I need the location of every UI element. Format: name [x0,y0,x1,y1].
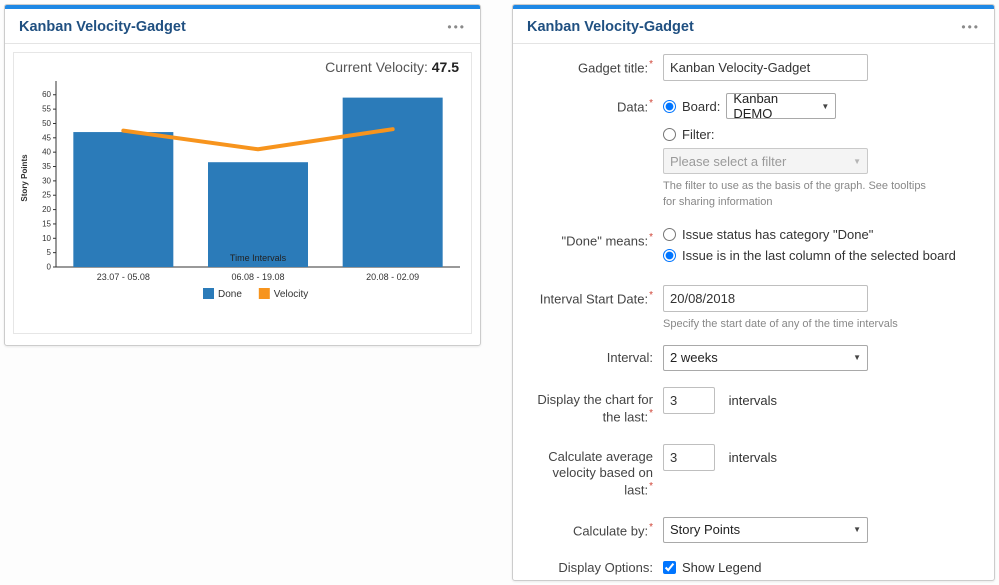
board-radio[interactable] [663,99,676,113]
gadget-menu-button[interactable]: ••• [447,20,466,34]
svg-text:60: 60 [42,90,51,99]
row-display-chart: Display the chart for the last:* interva… [523,386,980,426]
config-form: Gadget title:* Data:* Board: [513,44,994,580]
panel-accent-bar [5,5,480,9]
config-menu-button[interactable]: ••• [961,20,980,34]
display-options-label: Display Options: [558,559,653,575]
chevron-down-icon: ▼ [853,156,861,166]
row-calculate-by: Calculate by:* Story Points ▼ [523,516,980,543]
board-radio-option[interactable]: Board: [663,99,720,114]
display-chart-label: Display the chart for the last:* [537,391,653,425]
row-done-means: "Done" means:* Issue status has category… [523,227,980,269]
row-interval: Interval: 2 weeks ▼ [523,344,980,371]
svg-text:0: 0 [47,263,52,272]
display-chart-suffix: intervals [728,392,778,408]
done-last-column-label: Issue is in the last column of the selec… [682,247,956,263]
current-velocity: Current Velocity: 47.5 [18,57,463,75]
svg-text:Velocity: Velocity [274,289,308,300]
interval-start-input[interactable] [663,284,868,312]
svg-text:20.08 - 02.09: 20.08 - 02.09 [366,272,419,282]
current-velocity-value: 47.5 [431,59,459,75]
svg-text:35: 35 [42,162,51,171]
row-interval-start: Interval Start Date:* Specify the start … [523,284,980,333]
row-gadget-title: Gadget title:* [523,54,980,81]
svg-text:Story Points: Story Points [20,154,29,202]
row-calc-avg: Calculate average velocity based on last… [523,443,980,499]
show-legend-checkbox[interactable] [663,560,676,574]
calculate-by-select[interactable]: Story Points ▼ [663,516,868,543]
calc-avg-input[interactable] [663,443,715,471]
filter-radio[interactable] [663,128,676,141]
chevron-down-icon: ▼ [853,525,861,535]
board-select-value: Kanban DEMO [733,91,779,121]
velocity-gadget-config-panel: Kanban Velocity-Gadget ••• Gadget title:… [512,4,995,581]
calculate-by-select-value: Story Points [670,522,741,538]
interval-label: Interval: [606,349,653,365]
svg-text:10: 10 [42,234,51,243]
svg-text:Done: Done [218,289,242,300]
chevron-down-icon: ▼ [853,353,861,363]
calculate-by-label: Calculate by:* [572,521,653,539]
done-last-column-option[interactable]: Issue is in the last column of the selec… [663,248,980,263]
svg-text:25: 25 [42,191,51,200]
show-legend-option[interactable]: Show Legend [663,555,980,575]
interval-select-value: 2 weeks [670,350,718,366]
gadget-title-input[interactable] [663,54,868,81]
done-means-label: "Done" means:* [561,231,653,249]
filter-help-text: The filter to use as the basis of the gr… [663,180,926,208]
svg-text:40: 40 [42,148,51,157]
svg-text:23.07 - 05.08: 23.07 - 05.08 [97,272,150,282]
svg-text:30: 30 [42,176,51,185]
svg-text:06.08 - 19.08: 06.08 - 19.08 [231,272,284,282]
interval-start-help: Specify the start date of any of the tim… [663,317,898,330]
data-label: Data:* [617,98,653,115]
filter-radio-label: Filter: [682,127,715,142]
filter-select[interactable]: Please select a filter ▼ [663,148,868,174]
done-category-option[interactable]: Issue status has category "Done" [663,227,980,242]
board-select[interactable]: Kanban DEMO ▼ [726,91,837,121]
gadget-header: Kanban Velocity-Gadget ••• [5,9,480,44]
svg-text:5: 5 [47,248,52,257]
calc-avg-suffix: intervals [728,449,778,465]
gadget-title-label: Gadget title:* [577,59,653,76]
interval-select[interactable]: 2 weeks ▼ [663,344,868,371]
gadget-title: Kanban Velocity-Gadget [19,19,186,35]
current-velocity-label: Current Velocity: [325,59,428,75]
row-data-source: Data:* Board: Kanban DEMO ▼ [523,91,980,211]
done-category-label: Issue status has category "Done" [682,226,874,242]
board-radio-label: Board: [682,98,721,114]
done-category-radio[interactable] [663,227,676,241]
chart-container: Current Velocity: 47.5 0 5 10 15 20 25 30 35 40 4… [13,52,472,334]
velocity-chart: 0 5 10 15 20 25 30 35 40 45 50 55 60 Time Intervals 23… [20,81,460,300]
filter-radio-option[interactable]: Filter: [663,127,980,142]
chevron-down-icon: ▼ [821,101,830,111]
svg-text:55: 55 [42,105,51,114]
svg-text:20: 20 [42,205,51,214]
svg-text:45: 45 [42,133,51,142]
svg-text:50: 50 [42,119,51,128]
done-last-column-radio[interactable] [663,248,676,262]
velocity-gadget-panel: Kanban Velocity-Gadget ••• Current Veloc… [4,4,481,346]
config-title: Kanban Velocity-Gadget [527,19,694,35]
interval-start-label: Interval Start Date:* [539,289,653,307]
config-header: Kanban Velocity-Gadget ••• [513,9,994,44]
svg-text:15: 15 [42,219,51,228]
calc-avg-label: Calculate average velocity based on last… [548,448,653,498]
row-display-options: Display Options: Show Legend [523,555,980,576]
show-legend-label: Show Legend [682,559,762,575]
svg-text:Time Intervals: Time Intervals [230,253,287,263]
filter-select-placeholder: Please select a filter [670,153,787,169]
panel-accent-bar [513,5,994,9]
display-chart-input[interactable] [663,386,715,414]
